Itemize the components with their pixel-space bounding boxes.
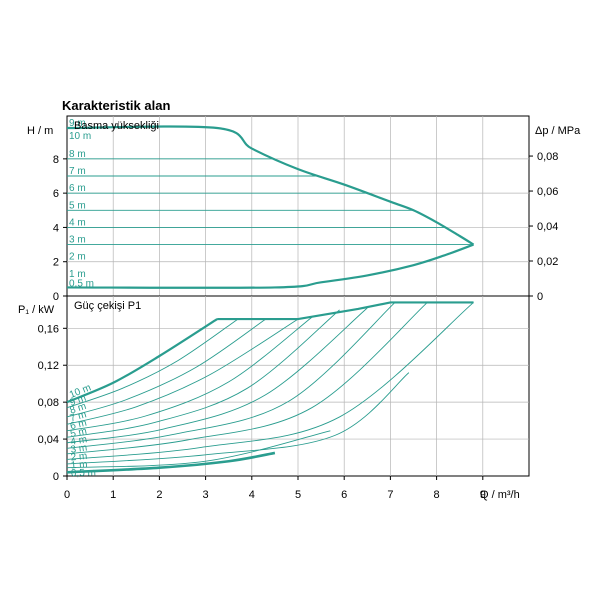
power-curve (66, 316, 313, 432)
head-level-label: 3 m (69, 235, 86, 246)
flow-tick-label: 6 (341, 489, 347, 501)
power-curve-label: 7 m (69, 409, 88, 424)
flow-tick-label: 4 (249, 489, 255, 501)
head-level-label: 7 m (69, 166, 86, 177)
flow-tick-label: 9 (480, 489, 486, 501)
power-curve-label: 6 m (69, 418, 88, 433)
head-curves: 10 m 9 m 8 m 7 m 6 m 5 m 4 m 3 m 2 m 1 m0,5 m (66, 118, 475, 289)
head-envelope-max (66, 125, 475, 246)
flow-tick-label: 8 (434, 489, 440, 501)
head-tick-label: 0 (53, 291, 59, 303)
head-tick-label: 6 (53, 188, 59, 200)
power-curve (66, 302, 474, 460)
power-curve-label: 1 m (70, 459, 87, 471)
power-tick-label: 0,12 (38, 360, 59, 372)
head-tick-label: 4 (53, 222, 59, 234)
power-curve (66, 318, 239, 409)
power-curve-label: 2 m (70, 451, 88, 464)
power-tick-label: 0,08 (38, 397, 59, 409)
power-curve (66, 430, 331, 469)
power-tick-label: 0,04 (38, 434, 59, 446)
head-level-label: 0,5 m (69, 278, 94, 289)
chart-title: Karakteristik alan (62, 98, 170, 113)
power-curve (66, 302, 428, 455)
power-curves: 10 m9 m8 m7 m6 m5 m4 m3 m2 m1 m0,5 m (66, 301, 474, 479)
power-panel-label: Güç çekişi P1 (74, 300, 141, 312)
flow-axis-label: Q / m³/h (480, 489, 520, 501)
pressure-tick-label: 0,08 (537, 151, 558, 163)
head-level-label: 2 m (69, 252, 86, 263)
power-axis-label: P₁ / kW (18, 304, 55, 316)
head-envelope-min (66, 243, 474, 289)
head-level-label: 6 m (69, 183, 86, 194)
pressure-axis-label: Δp / MPa (535, 125, 581, 137)
power-curve (66, 318, 266, 418)
power-curve-label: 5 m (69, 426, 88, 440)
head-level-label: 4 m (69, 217, 86, 228)
flow-tick-label: 5 (295, 489, 301, 501)
power-curve (66, 302, 396, 449)
head-level-label: 1 m (69, 269, 86, 280)
power-tick-label: 0,16 (38, 323, 59, 335)
power-curve (66, 318, 299, 425)
head-panel-label: Basma yüksekliği (74, 120, 159, 132)
pressure-tick-label: 0,04 (537, 221, 558, 233)
pressure-tick-label: 0,02 (537, 256, 558, 268)
power-curve (66, 309, 340, 438)
power-curve (66, 372, 410, 465)
power-envelope-top (217, 301, 474, 321)
pressure-tick-label: 0 (537, 291, 543, 303)
flow-tick-label: 2 (156, 489, 162, 501)
power-curve-label: 0,5 m (71, 467, 96, 479)
power-envelope-rise (66, 318, 218, 404)
power-curve (66, 307, 368, 444)
head-tick-label: 2 (53, 257, 59, 269)
head-level-label: 8 m (69, 149, 86, 160)
power-curve-label: 4 m (70, 434, 88, 448)
pressure-tick-label: 0,06 (537, 186, 558, 198)
power-curve-label: 3 m (70, 443, 88, 456)
flow-tick-label: 1 (110, 489, 116, 501)
flow-tick-label: 0 (64, 489, 70, 501)
head-level-label: 5 m (69, 200, 86, 211)
power-curve (66, 451, 276, 474)
head-level-label: 10 m (69, 131, 91, 142)
head-ticks: 0 2 4 6 8 0 0,02 0,04 0,06 0,08 (53, 151, 559, 303)
head-axis-label: H / m (27, 125, 53, 137)
power-tick-label: 0 (53, 471, 59, 483)
flow-tick-label: 3 (203, 489, 209, 501)
head-tick-label: 8 (53, 154, 59, 166)
flow-tick-label: 7 (387, 489, 393, 501)
power-curve-label: 9 m (68, 393, 87, 409)
head-level-label: 9 m (69, 118, 86, 129)
power-ticks: 0 0,04 0,08 0,12 0,16 0 1 2 3 4 5 6 7 8 9 (38, 323, 486, 501)
power-curve-label: 8 m (69, 401, 88, 417)
